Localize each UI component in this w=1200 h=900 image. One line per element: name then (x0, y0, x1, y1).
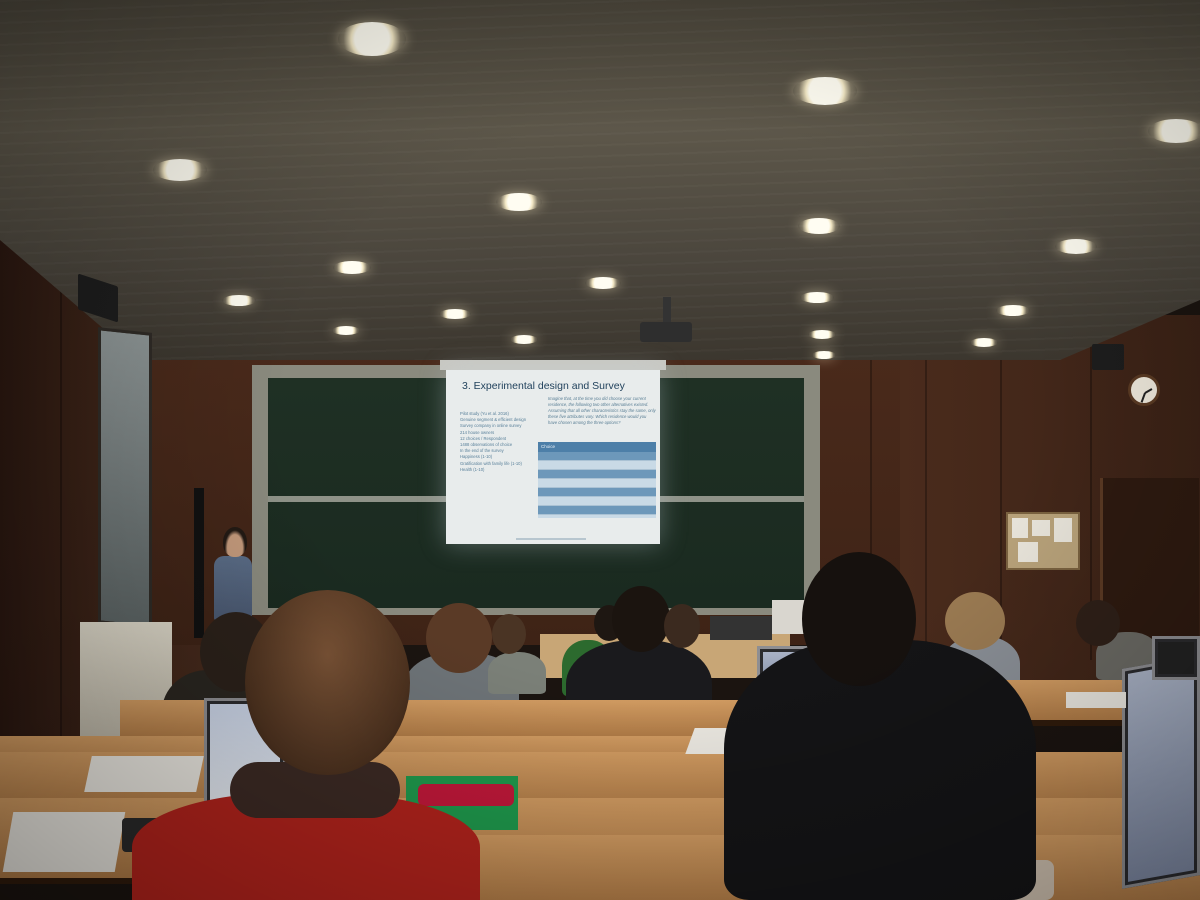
slide-bullet: Genuine segment & efficient design (460, 417, 527, 423)
audience-member-foreground (724, 640, 1036, 900)
notice-board (1006, 512, 1080, 570)
projection-screen-housing (440, 360, 666, 370)
wall-clock (1128, 374, 1160, 406)
pencil-case (418, 784, 514, 806)
slide-table-row (538, 497, 656, 506)
wall-panel-seam (925, 330, 927, 650)
slide-table-row (538, 461, 656, 470)
wall-panel-seam (870, 345, 872, 645)
slide-table-row (538, 488, 656, 497)
pinned-note (1032, 520, 1050, 536)
ceiling-light (333, 261, 371, 274)
paper-sheet (2, 812, 126, 872)
ceiling-projector (640, 322, 692, 342)
slide-bullet: 214 house owners (460, 429, 495, 435)
pinned-note (1018, 542, 1038, 562)
audience-head (492, 614, 526, 654)
mic-stand (194, 488, 204, 638)
ceiling-light (798, 218, 840, 234)
slide-table-row (538, 452, 656, 461)
slide-bullet: In the end of the survey (460, 448, 504, 454)
projector-mount (663, 297, 671, 323)
ceiling-light (996, 305, 1030, 316)
presenter-head (223, 527, 247, 557)
clock-hand (1140, 392, 1146, 403)
slide-survey-question: Imagine that, at the time you did choose… (548, 396, 656, 426)
ceiling-light (153, 159, 207, 181)
ceiling-light (332, 326, 360, 335)
equipment-box (710, 616, 772, 640)
ceiling-light (793, 77, 857, 105)
slide-bullet: Happiness (1-10) (460, 454, 493, 460)
slide-bullet: 12 choices / Respondent (460, 435, 507, 441)
paper-sheet (1066, 692, 1126, 708)
ceiling-light (970, 338, 998, 347)
audience-head-foreground (245, 590, 410, 775)
audience-member (488, 652, 546, 694)
slide-bullet: Pilot study (Yu et al. 2016) (460, 411, 509, 416)
audience-head (664, 604, 700, 648)
slide-bullet: Gratification with family life (1-10) (460, 460, 522, 466)
slide-bullet: Health (1-10) (460, 466, 485, 472)
audience-head (945, 592, 1005, 650)
ceiling-light (338, 22, 406, 56)
pinned-note (1012, 518, 1028, 538)
wall-panel-seam (1000, 325, 1002, 655)
ceiling-light (812, 351, 836, 359)
laptop (1152, 636, 1200, 680)
projection-screen: 3. Experimental design and Survey Pilot … (446, 370, 660, 544)
audience-head (426, 603, 492, 673)
slide-table-header: Choice (538, 442, 656, 452)
slide-table-row (538, 479, 656, 488)
ceiling-light (585, 277, 621, 289)
wall-speaker (1092, 344, 1124, 370)
audience-head-foreground (802, 552, 916, 686)
laptop-screen (1128, 662, 1194, 882)
ceiling-light (800, 292, 834, 303)
slide-table-row (538, 470, 656, 479)
slide-footer (516, 538, 586, 540)
ceiling-light (496, 193, 542, 211)
ceiling-light (510, 335, 538, 344)
ceiling-light (439, 309, 471, 319)
wall-panel-seam (60, 240, 62, 760)
ceiling-light (808, 330, 836, 339)
presenter (214, 556, 252, 620)
notebook (84, 756, 204, 792)
audience-head (1076, 600, 1120, 646)
audience-head (612, 586, 670, 652)
wall-panel-seam (1090, 320, 1092, 660)
slide-bullet-list: Pilot study (Yu et al. 2016) Genuine seg… (460, 411, 550, 473)
pinned-note (1054, 518, 1072, 542)
ceiling-light (1055, 239, 1097, 254)
slide-bullet: Survey company in online survey (460, 423, 522, 429)
slide-title: 3. Experimental design and Survey (462, 380, 625, 392)
clock-hand (1144, 388, 1153, 394)
slide-choice-table: Choice (538, 442, 656, 518)
laptop (1122, 655, 1200, 889)
ceiling-light (222, 295, 256, 306)
ceiling (0, 0, 1200, 360)
side-window (98, 327, 152, 629)
ceiling-light (1148, 119, 1200, 143)
laptop-screen (1158, 642, 1194, 674)
slide-table-row (538, 506, 656, 515)
slide-bullet: 1488 observations of choice (460, 442, 513, 448)
